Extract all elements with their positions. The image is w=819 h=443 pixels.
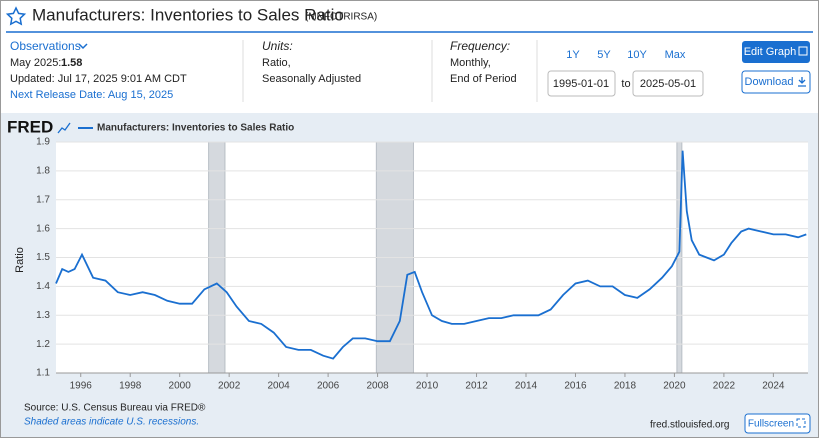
units: Ratio, <box>262 57 291 69</box>
logo-icon <box>57 122 71 134</box>
fullscreen-label: Fullscreen <box>748 419 794 430</box>
y-tick-label: 1.8 <box>36 166 50 177</box>
fullscreen-button[interactable] <box>744 413 811 434</box>
y-tick-label: 1.6 <box>36 223 50 234</box>
fred-logo: FRED <box>7 117 53 136</box>
y-tick-label: 1.1 <box>36 368 50 379</box>
latest-label: May 2025: <box>10 57 61 69</box>
x-tick-label: 2002 <box>218 381 241 392</box>
next-release[interactable]: Next Release Date: Aug 15, 2025 <box>10 89 173 101</box>
frequency: End of Period <box>450 73 517 85</box>
range-button[interactable]: 10Y <box>627 49 647 61</box>
x-tick-label: 2014 <box>515 381 538 392</box>
end-date-box[interactable] <box>632 70 704 97</box>
x-tick-label: 2006 <box>317 381 340 392</box>
x-tick-label: 2000 <box>169 381 192 392</box>
y-tick-label: 1.3 <box>36 310 50 321</box>
x-tick-label: 2020 <box>663 381 686 392</box>
x-tick-label: 2022 <box>713 381 736 392</box>
units: Seasonally Adjusted <box>262 73 361 85</box>
range-button[interactable]: Max <box>665 49 686 61</box>
range-button[interactable]: 5Y <box>597 49 611 61</box>
y-tick-label: 1.5 <box>36 252 50 263</box>
legend-label: Manufacturers: Inventories to Sales Rati… <box>97 123 294 134</box>
edit-icon <box>798 46 808 56</box>
x-tick-label: 1996 <box>70 381 93 392</box>
frequency-label: Frequency: <box>450 39 510 53</box>
x-tick-label: 2024 <box>762 381 785 392</box>
start-date-box[interactable] <box>547 70 616 97</box>
x-tick-label: 2016 <box>564 381 587 392</box>
y-axis-label: Ratio <box>14 247 26 273</box>
end-date: 2025-05-01 <box>640 78 696 90</box>
observations-toggle[interactable]: Observations <box>10 39 81 53</box>
favorite-star[interactable] <box>5 6 27 26</box>
edit-graph-button[interactable] <box>742 41 810 63</box>
x-tick-label: 2008 <box>366 381 389 392</box>
edit-graph-label: Edit Graph <box>744 46 797 58</box>
updated: Updated: Jul 17, 2025 9:01 AM CDT <box>10 73 187 85</box>
y-tick-label: 1.4 <box>36 281 50 292</box>
x-tick-label: 2012 <box>465 381 488 392</box>
x-tick-label: 2004 <box>268 381 291 392</box>
download-button[interactable] <box>741 70 811 94</box>
download-label: Download <box>745 76 794 88</box>
to: to <box>621 78 630 90</box>
y-tick-label: 1.7 <box>36 194 50 205</box>
y-tick-label: 1.2 <box>36 339 50 350</box>
separators <box>242 40 538 102</box>
units-label: Units: <box>262 39 293 53</box>
site: fred.stlouisfed.org <box>650 420 730 431</box>
download-icon <box>798 77 806 87</box>
source: Source: U.S. Census Bureau via FRED® <box>24 403 206 414</box>
y-tick-label: 1.9 <box>36 137 50 148</box>
recession-note: Shaded areas indicate U.S. recessions. <box>24 417 199 428</box>
frequency: Monthly, <box>450 57 491 69</box>
chevron <box>78 43 88 50</box>
series-id: (MNFCTRIRSA) <box>305 12 377 23</box>
x-tick-label: 2018 <box>614 381 637 392</box>
x-tick-label: 2010 <box>416 381 439 392</box>
x-tick-label: 1998 <box>119 381 142 392</box>
start-date: 1995-01-01 <box>553 78 609 90</box>
fullscreen-icon <box>796 418 806 428</box>
range-button[interactable]: 1Y <box>566 49 580 61</box>
title: Manufacturers: Inventories to Sales Rati… <box>32 5 344 24</box>
latest-value: 1.58 <box>61 57 82 69</box>
series-line <box>55 150 807 360</box>
